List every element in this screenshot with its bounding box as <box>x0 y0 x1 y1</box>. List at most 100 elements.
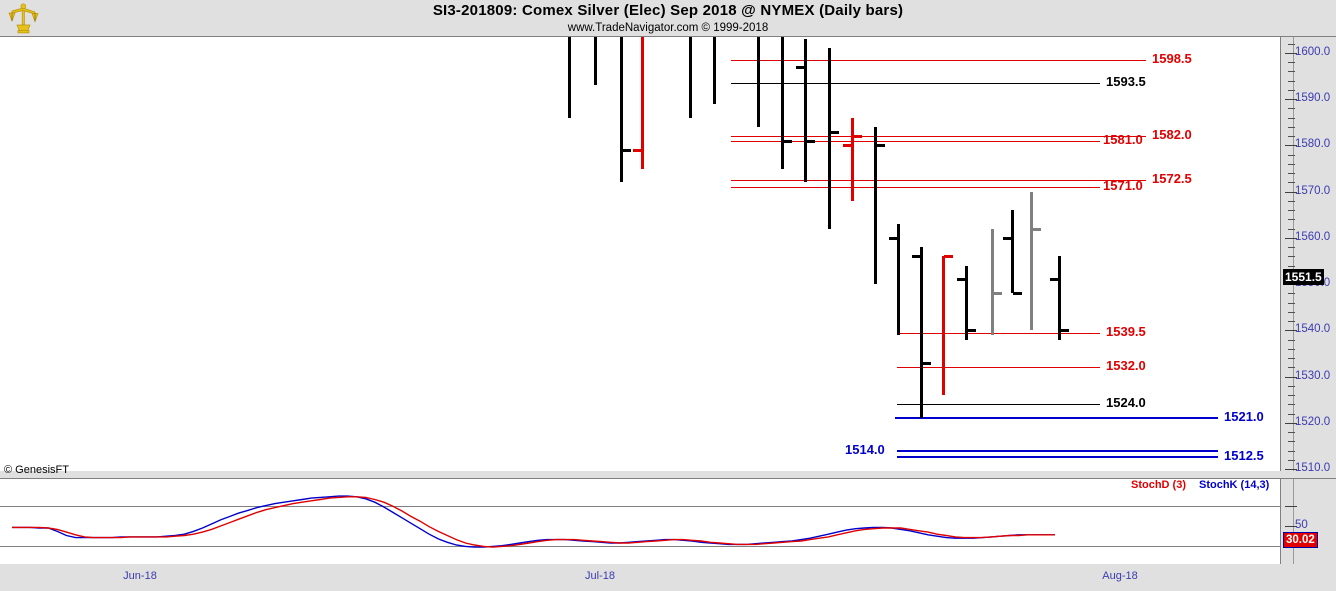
ohlc-bar[interactable] <box>965 265 968 340</box>
page-title: SI3-201809: Comex Silver (Elec) Sep 2018… <box>432 2 904 19</box>
price-level-line[interactable] <box>731 83 1100 85</box>
price-level-label: 1572.5 <box>1152 171 1192 187</box>
price-axis-label: 1600.0 <box>1295 46 1331 58</box>
price-level-line[interactable] <box>897 456 1218 459</box>
price-level-line[interactable] <box>897 332 1100 334</box>
axis-major-tick <box>1285 330 1297 332</box>
price-axis-label: 1510.0 <box>1295 462 1331 474</box>
stochastic-curves <box>12 495 1055 548</box>
chart-subtitle: www.TradeNavigator.com © 1999-2018 <box>567 22 769 34</box>
axis-minor-tick <box>1288 459 1295 461</box>
axis-minor-tick <box>1288 321 1295 323</box>
ohlc-bar[interactable] <box>689 37 692 118</box>
bar-close-tick <box>783 139 792 143</box>
axis-minor-tick <box>1288 293 1295 295</box>
axis-minor-tick <box>1288 302 1295 304</box>
ohlc-bar[interactable] <box>851 117 854 201</box>
axis-minor-tick <box>1288 89 1295 91</box>
bar-close-tick <box>853 135 862 139</box>
axis-major-tick <box>1285 99 1297 101</box>
chart-header: SI3-201809: Comex Silver (Elec) Sep 2018… <box>0 0 1336 36</box>
axis-minor-tick <box>1288 173 1295 175</box>
ohlc-bar[interactable] <box>1011 210 1014 294</box>
ohlc-bar[interactable] <box>1058 256 1061 340</box>
price-level-line[interactable] <box>731 136 1146 138</box>
stochastic-indicator-pane[interactable] <box>0 478 1281 565</box>
ohlc-bar[interactable] <box>920 247 923 419</box>
price-level-label: 1582.0 <box>1152 127 1192 143</box>
date-axis-label: Jun-18 <box>123 570 157 582</box>
ohlc-bar[interactable] <box>897 224 900 335</box>
price-chart-pane[interactable]: 1598.5 1593.5 1582.0 1581.0 1572.5 1571.0 1539… <box>0 36 1281 471</box>
axis-minor-tick <box>1288 210 1295 212</box>
price-axis-label: 1590.0 <box>1295 92 1331 105</box>
price-level-label: 1524.0 <box>1106 395 1146 411</box>
axis-minor-tick <box>1288 247 1295 249</box>
price-level-line[interactable] <box>731 59 1146 61</box>
axis-major-tick <box>1285 191 1297 193</box>
indicator-scale-label: 50 <box>1295 519 1308 531</box>
axis-minor-tick <box>1288 311 1295 313</box>
price-level-label: 1512.5 <box>1224 448 1264 464</box>
indicator-series-line <box>12 495 1055 548</box>
price-level-label: 1532.0 <box>1106 358 1146 374</box>
price-level-line[interactable] <box>897 404 1100 406</box>
price-level-label: 1514.0 <box>845 441 885 457</box>
axis-major-tick <box>1285 469 1297 470</box>
bar-close-tick <box>806 139 815 143</box>
axis-minor-tick <box>1288 80 1295 82</box>
axis-minor-tick <box>1288 256 1295 258</box>
indicator-axis-divider <box>1293 479 1294 564</box>
ohlc-bar[interactable] <box>713 37 716 104</box>
axis-minor-tick <box>1288 108 1295 110</box>
bar-open-tick <box>957 278 966 282</box>
ohlc-bar[interactable] <box>804 39 807 183</box>
axis-minor-tick <box>1288 348 1295 350</box>
price-axis-label: 1580.0 <box>1295 138 1331 151</box>
indicator-level-line <box>0 505 1280 507</box>
price-level-label: 1581.0 <box>1103 131 1143 147</box>
bar-close-tick <box>922 361 931 365</box>
price-axis-label: 1530.0 <box>1295 369 1331 382</box>
price-level-line[interactable] <box>895 417 1218 420</box>
axis-minor-tick <box>1288 432 1295 434</box>
price-level-line[interactable] <box>897 449 1218 452</box>
axis-minor-tick <box>1288 367 1295 369</box>
date-axis-label: Jul-18 <box>585 570 615 582</box>
ohlc-bar[interactable] <box>568 37 571 118</box>
price-level-line[interactable] <box>731 140 1100 142</box>
axis-minor-tick <box>1288 126 1295 128</box>
ohlc-bar[interactable] <box>594 37 597 86</box>
price-axis-label: 1570.0 <box>1295 184 1331 197</box>
indicator-level-line <box>0 546 1280 548</box>
bar-open-tick <box>796 65 805 69</box>
date-axis-label: Aug-18 <box>1102 570 1138 582</box>
price-level-label: 1571.0 <box>1103 178 1143 194</box>
ohlc-bar[interactable] <box>991 228 994 335</box>
axis-divider <box>1293 37 1294 471</box>
axis-minor-tick <box>1288 404 1295 406</box>
ohlc-bar[interactable] <box>942 256 945 396</box>
axis-minor-tick <box>1288 413 1295 415</box>
price-axis-label: 1520.0 <box>1295 415 1331 428</box>
ohlc-bar[interactable] <box>828 48 831 229</box>
price-level-label: 1598.5 <box>1152 50 1192 66</box>
price-level-line[interactable] <box>731 180 1146 182</box>
ohlc-bar[interactable] <box>641 37 644 169</box>
bar-close-tick <box>830 130 839 134</box>
indicator-axis[interactable]: 50 30.02 <box>1281 478 1336 565</box>
ohlc-bar[interactable] <box>874 126 877 285</box>
price-level-line[interactable] <box>731 187 1100 189</box>
axis-minor-tick <box>1288 450 1295 452</box>
bar-open-tick <box>912 255 921 259</box>
price-level-line[interactable] <box>897 367 1100 369</box>
bar-close-tick <box>1060 329 1069 333</box>
price-axis-label: 1560.0 <box>1295 230 1331 243</box>
ohlc-bar[interactable] <box>757 37 760 127</box>
price-axis[interactable]: 1600.01590.01580.01570.01560.01550.01540… <box>1281 36 1336 474</box>
ohlc-bar[interactable] <box>781 37 784 169</box>
ohlc-bar[interactable] <box>620 37 623 183</box>
ohlc-bar[interactable] <box>1030 191 1033 331</box>
axis-minor-tick <box>1288 395 1295 397</box>
axis-minor-tick <box>1288 441 1295 443</box>
